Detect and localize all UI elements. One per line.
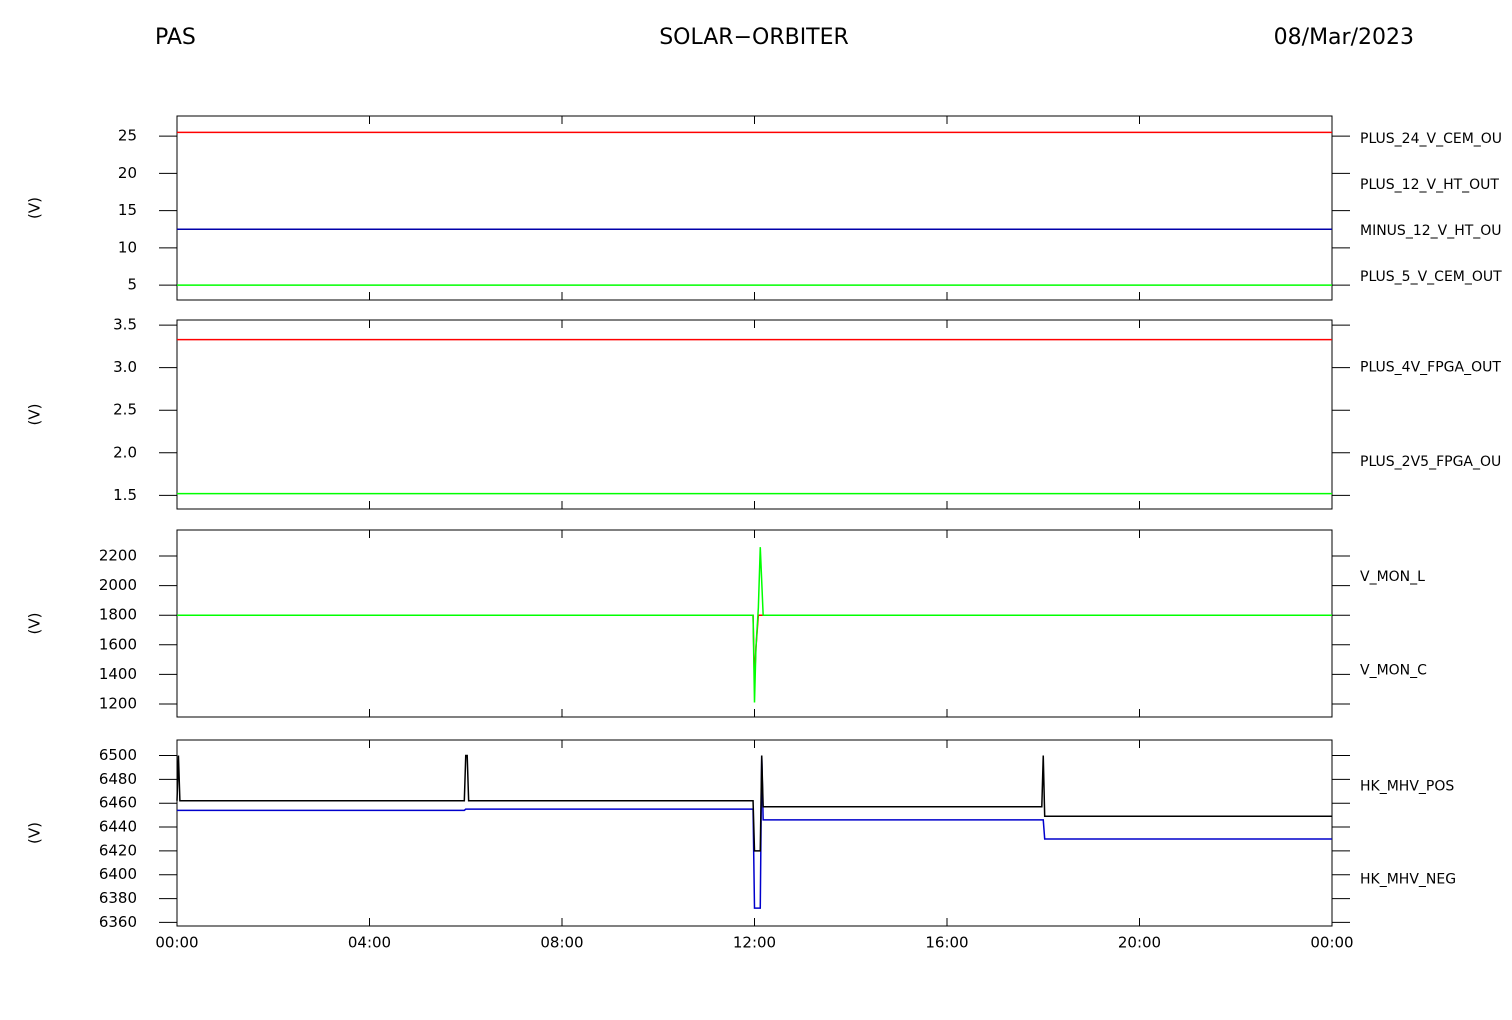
y-axis-label: (V) <box>26 822 44 844</box>
y-tick-label: 10 <box>118 238 137 256</box>
y-tick-label: 1.5 <box>113 486 137 504</box>
y-tick-label: 3.0 <box>113 358 137 376</box>
y-tick-label: 1400 <box>99 665 137 683</box>
series-line <box>177 547 1332 703</box>
y-tick-label: 1200 <box>99 694 137 712</box>
y-tick-label: 6380 <box>99 889 137 907</box>
legend-label: PLUS_2V5_FPGA_OU <box>1360 454 1501 470</box>
y-tick-label: 5 <box>127 276 137 294</box>
y-tick-label: 1600 <box>99 635 137 653</box>
y-axis-label: (V) <box>26 197 44 219</box>
y-tick-label: 15 <box>118 201 137 219</box>
x-tick-label: 08:00 <box>540 934 583 952</box>
legend-label: PLUS_4V_FPGA_OUT <box>1360 359 1501 375</box>
y-tick-label: 6500 <box>99 746 137 764</box>
y-tick-label: 2.0 <box>113 443 137 461</box>
y-tick-label: 6480 <box>99 770 137 788</box>
y-tick-label: 20 <box>118 164 137 182</box>
header-left: PAS <box>155 25 196 50</box>
y-tick-label: 2200 <box>99 547 137 565</box>
x-tick-label: 20:00 <box>1118 934 1161 952</box>
x-tick-label: 16:00 <box>925 934 968 952</box>
legend-label: PLUS_12_V_HT_OUT <box>1360 177 1499 193</box>
legend-label: V_MON_L <box>1360 569 1425 585</box>
series-line <box>177 755 1332 909</box>
y-tick-label: 2.5 <box>113 401 137 419</box>
y-tick-label: 2000 <box>99 576 137 594</box>
y-tick-label: 6360 <box>99 913 137 931</box>
header-center: SOLAR−ORBITER <box>659 25 849 50</box>
plot-frame <box>176 319 1333 510</box>
x-tick-label: 00:00 <box>155 934 198 952</box>
y-tick-label: 3.5 <box>113 316 137 334</box>
y-tick-label: 25 <box>118 127 137 145</box>
x-tick-label: 00:00 <box>1310 934 1353 952</box>
y-tick-label: 1800 <box>99 606 137 624</box>
y-axis-label: (V) <box>26 613 44 635</box>
y-tick-label: 6420 <box>99 841 137 859</box>
legend-label: PLUS_24_V_CEM_OU <box>1360 131 1502 147</box>
legend-label: PLUS_5_V_CEM_OUT <box>1360 269 1502 285</box>
y-tick-label: 6400 <box>99 865 137 883</box>
y-axis-label: (V) <box>26 404 44 426</box>
series-line <box>176 754 1332 852</box>
legend-label: HK_MHV_NEG <box>1360 872 1456 888</box>
y-tick-label: 6440 <box>99 818 137 836</box>
x-tick-label: 04:00 <box>348 934 391 952</box>
legend-label: V_MON_C <box>1360 662 1427 678</box>
y-tick-label: 6460 <box>99 794 137 812</box>
legend-label: MINUS_12_V_HT_OU <box>1360 223 1502 239</box>
plot-frame <box>176 115 1333 301</box>
x-tick-label: 12:00 <box>733 934 776 952</box>
header-right: 08/Mar/2023 <box>1274 25 1414 50</box>
legend-label: HK_MHV_POS <box>1360 779 1454 795</box>
